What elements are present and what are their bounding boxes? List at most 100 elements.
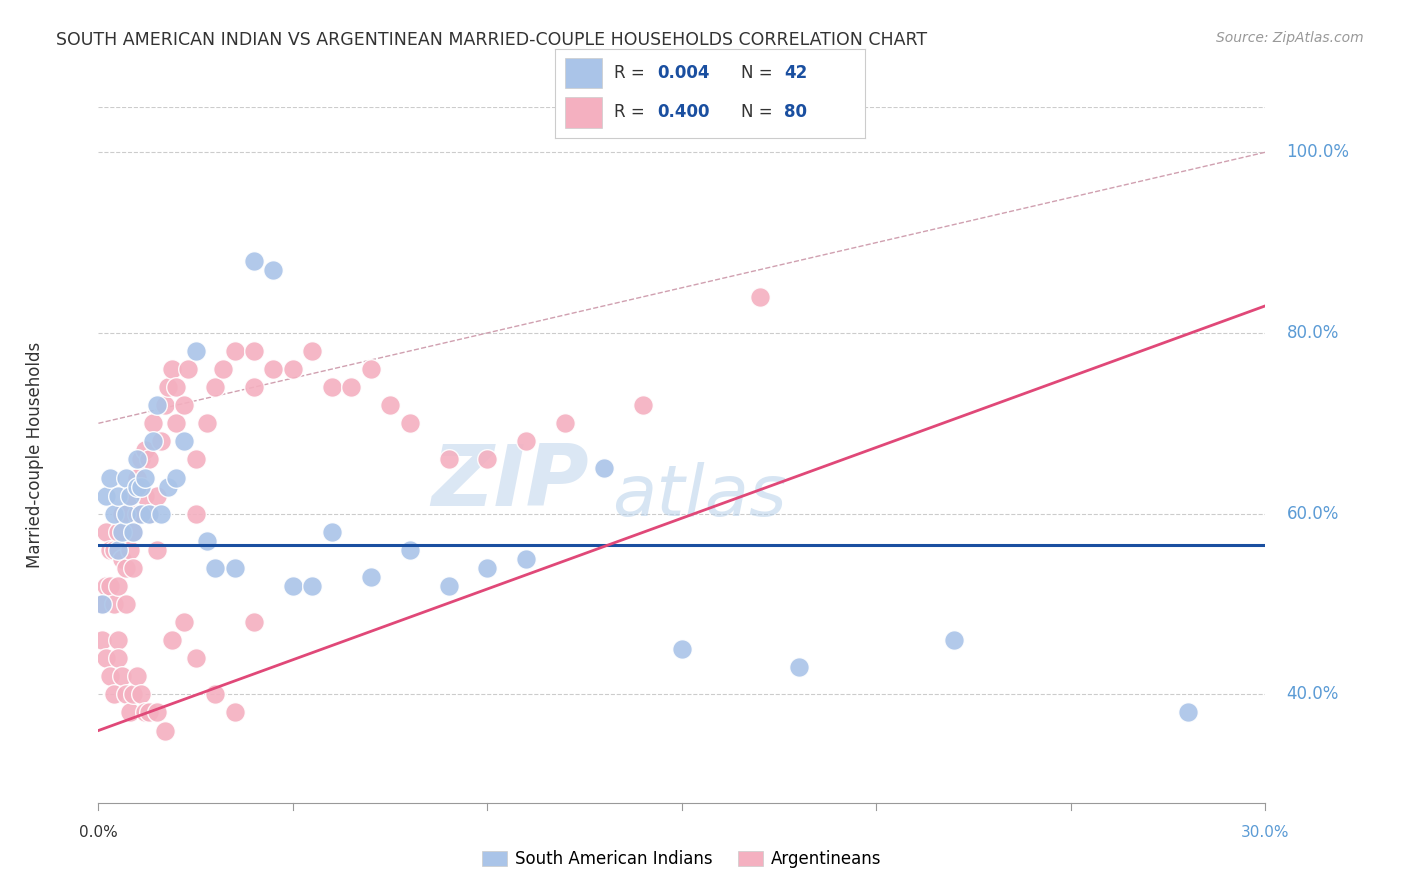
Point [515, 551, 537, 566]
Point [340, 380, 363, 394]
Point [165, 470, 187, 484]
Text: 60.0%: 60.0% [1286, 505, 1339, 523]
Point [224, 706, 246, 720]
Point [224, 561, 246, 575]
Text: SOUTH AMERICAN INDIAN VS ARGENTINEAN MARRIED-COUPLE HOUSEHOLDS CORRELATION CHART: SOUTH AMERICAN INDIAN VS ARGENTINEAN MAR… [56, 31, 928, 49]
Point [122, 561, 145, 575]
Point [162, 362, 184, 376]
Text: Married-couple Households: Married-couple Households [27, 342, 44, 568]
Legend: South American Indians, Argentineans: South American Indians, Argentineans [475, 843, 889, 874]
Text: 80.0%: 80.0% [1286, 324, 1339, 342]
Point [129, 507, 152, 521]
Point [134, 443, 156, 458]
Text: 40.0%: 40.0% [1286, 685, 1339, 704]
Point [360, 362, 382, 376]
Point [157, 380, 180, 394]
Point [204, 380, 226, 394]
Point [1177, 706, 1199, 720]
Point [515, 434, 537, 449]
Point [281, 362, 304, 376]
Point [281, 579, 304, 593]
Point [118, 489, 141, 503]
Point [153, 723, 176, 738]
Point [243, 344, 266, 359]
Point [165, 417, 187, 431]
Point [204, 687, 226, 701]
Point [111, 507, 134, 521]
Point [157, 479, 180, 493]
Point [162, 633, 184, 648]
Text: N =: N = [741, 103, 778, 121]
Point [118, 706, 141, 720]
Text: 30.0%: 30.0% [1241, 825, 1289, 840]
Point [129, 452, 152, 467]
Point [91, 597, 114, 611]
Point [212, 362, 235, 376]
Point [96, 651, 118, 665]
Point [138, 706, 160, 720]
Point [91, 633, 114, 648]
Text: 0.400: 0.400 [658, 103, 710, 121]
Point [118, 542, 141, 557]
Point [177, 362, 200, 376]
Point [127, 507, 149, 521]
Point [748, 290, 770, 304]
Point [243, 380, 266, 394]
Point [127, 470, 149, 484]
Text: Source: ZipAtlas.com: Source: ZipAtlas.com [1216, 31, 1364, 45]
Point [114, 687, 136, 701]
Text: R =: R = [614, 64, 650, 82]
Point [122, 524, 145, 539]
Point [173, 398, 195, 412]
Point [114, 507, 136, 521]
Point [671, 642, 693, 657]
Point [138, 507, 160, 521]
Point [127, 669, 149, 683]
Point [107, 524, 129, 539]
Point [262, 262, 284, 277]
Point [631, 398, 654, 412]
Text: R =: R = [614, 103, 650, 121]
Text: 0.0%: 0.0% [79, 825, 118, 840]
Point [96, 489, 118, 503]
Point [103, 542, 125, 557]
Point [96, 524, 118, 539]
Point [103, 597, 125, 611]
Point [149, 507, 172, 521]
Point [111, 524, 134, 539]
Point [146, 542, 169, 557]
Point [142, 417, 165, 431]
Point [114, 470, 136, 484]
Point [153, 398, 176, 412]
Point [149, 434, 172, 449]
Point [107, 633, 129, 648]
Point [593, 461, 616, 475]
Point [321, 524, 343, 539]
Point [98, 669, 121, 683]
Point [129, 687, 152, 701]
Point [129, 507, 152, 521]
Point [165, 380, 187, 394]
Point [184, 507, 207, 521]
Point [477, 561, 499, 575]
Point [321, 380, 343, 394]
FancyBboxPatch shape [565, 97, 602, 128]
Point [398, 542, 420, 557]
Text: 80: 80 [785, 103, 807, 121]
Point [107, 579, 129, 593]
Point [111, 551, 134, 566]
Point [195, 533, 218, 548]
Point [107, 542, 129, 557]
Point [107, 489, 129, 503]
Point [554, 417, 576, 431]
Point [103, 687, 125, 701]
Point [134, 470, 156, 484]
FancyBboxPatch shape [565, 58, 602, 88]
Point [114, 561, 136, 575]
Point [146, 398, 169, 412]
Point [301, 579, 323, 593]
Point [437, 579, 460, 593]
Point [91, 597, 114, 611]
Point [129, 479, 152, 493]
Point [127, 479, 149, 493]
